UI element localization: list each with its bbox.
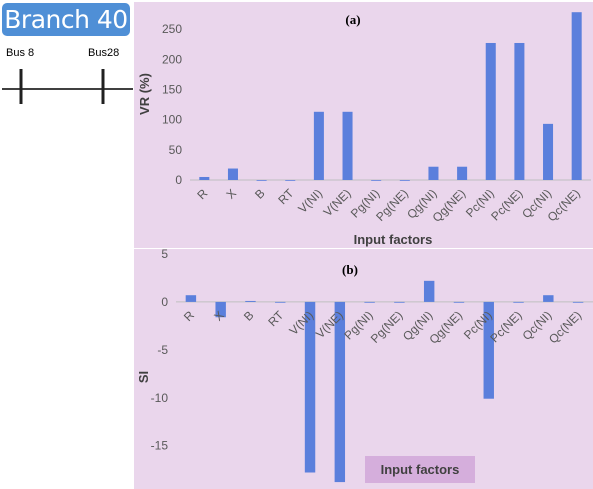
chart-b-bar (185, 295, 197, 302)
chart-a-y-tick-label: 100 (162, 113, 182, 127)
chart-a-bar (428, 166, 439, 180)
chart-a-bar (285, 180, 296, 181)
chart-b-panel: (b) 5 0 -5 -10 -15 R X B RT V(NI) V(NE) Pg(NI) Pg(N… (134, 249, 593, 489)
bus-28-label: Bus28 (88, 47, 119, 59)
chart-b-bar (483, 301, 494, 399)
chart-a-bar (371, 180, 382, 181)
chart-a-panel: (a) 0 50 100 150 200 250 R X B RT V(NI) V(NE) Pg(NI… (134, 2, 593, 248)
chart-a-x-axis-title: Input factors (354, 232, 433, 247)
chart-b-bar (215, 301, 226, 318)
chart-b-bar (304, 301, 316, 473)
chart-a-bar (313, 111, 324, 180)
bus-diagram: Bus 8 Bus28 (2, 47, 133, 104)
chart-a-bar (514, 42, 525, 180)
chart-a-bar (342, 111, 353, 180)
chart-a-bar (543, 123, 554, 180)
chart-b-background (134, 249, 593, 489)
chart-a-bar (227, 168, 238, 180)
chart-b-y-tick-label: 0 (161, 295, 168, 309)
chart-b-bar (364, 301, 375, 303)
chart-a-bar (571, 12, 582, 181)
chart-b-bar (423, 280, 435, 302)
chart-b-bar (453, 301, 465, 303)
chart-a-bar (457, 166, 468, 180)
chart-b-x-axis-title-box (365, 456, 475, 483)
chart-b-y-tick-label: -15 (151, 439, 169, 453)
chart-a-y-axis-title: VR (%) (137, 73, 152, 115)
chart-a-y-tick-label: 200 (162, 52, 182, 66)
chart-b: (b) 50-5-10-15 R X B RT V(NI)V(NE)Pg(NI)Pg(N… (134, 249, 593, 489)
chart-a-bar (256, 180, 267, 181)
chart-b-y-tick-label: -10 (151, 391, 169, 405)
chart-b-bar (394, 301, 405, 303)
chart-b-y-axis-title: SI (136, 371, 151, 383)
chart-b-bar (513, 301, 524, 303)
chart-b-bar (245, 300, 256, 302)
bus-8-label: Bus 8 (6, 47, 34, 59)
chart-b-bar (275, 301, 286, 303)
chart-a-bar (399, 180, 410, 181)
chart-a-y-tick-label: 150 (162, 82, 182, 96)
chart-a-bar (485, 42, 496, 180)
chart-b-x-axis-title: Input factors (381, 462, 460, 477)
chart-b-bar (334, 301, 346, 483)
chart-a-y-tick-label: 0 (175, 173, 182, 187)
chart-a-panel-label: (a) (345, 12, 360, 27)
chart-a-bar (199, 176, 210, 180)
chart-a-y-tick-label: 50 (169, 143, 183, 157)
chart-a-y-tick-label: 250 (162, 22, 182, 36)
chart-b-bar (572, 301, 584, 303)
chart-b-y-tick-label: 5 (161, 249, 168, 261)
chart-b-y-tick-label: -5 (157, 343, 168, 357)
chart-b-bar (543, 295, 554, 302)
chart-b-panel-label: (b) (342, 262, 358, 277)
branch-label-badge: Branch 40 (2, 3, 130, 36)
